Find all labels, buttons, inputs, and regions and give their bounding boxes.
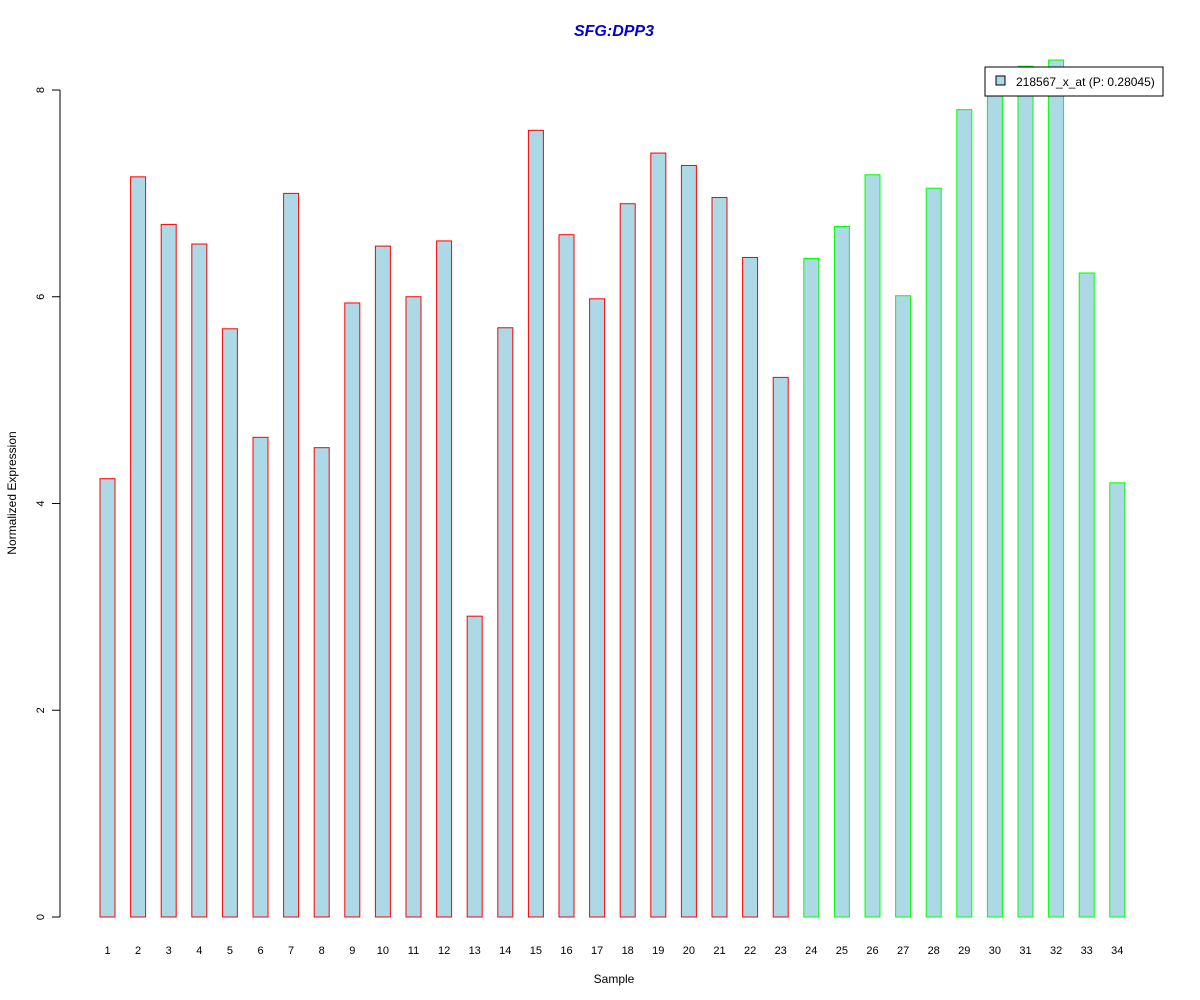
x-tick-label: 13	[469, 945, 481, 957]
bar-sample-22	[742, 256, 759, 918]
bar-sample-3	[160, 223, 177, 918]
x-tick-label: 9	[349, 945, 355, 957]
x-tick-label: 3	[166, 945, 172, 957]
bar-sample-28	[925, 187, 942, 918]
bar-sample-29	[956, 109, 973, 918]
legend-entry: 218567_x_at (P: 0.28045)	[1016, 75, 1155, 89]
x-tick-label: 2	[135, 945, 141, 957]
x-tick-label: 25	[836, 945, 848, 957]
legend-swatch	[995, 75, 1006, 86]
y-tick-label: 2	[35, 707, 47, 713]
x-tick-labels: 1 2 3 4 5 6 7 8 9 10 11 12 13 14 15 16 17 18 19 20 21 22 23 24 2…	[104, 945, 1123, 957]
x-tick-label: 22	[744, 945, 756, 957]
x-tick-label: 7	[288, 945, 294, 957]
bar-sample-9	[344, 302, 361, 918]
bar-sample-8	[313, 447, 330, 918]
y-tick-label: 4	[35, 500, 47, 506]
x-tick-label: 17	[591, 945, 603, 957]
bar-sample-10	[374, 245, 391, 918]
x-tick-label: 23	[775, 945, 787, 957]
bar-sample-27	[895, 295, 912, 918]
y-axis: 0 2 4 6 8	[35, 87, 61, 920]
x-tick-label: 10	[377, 945, 389, 957]
x-tick-label: 21	[713, 945, 725, 957]
x-tick-label: 31	[1019, 945, 1031, 957]
bar-sample-18	[619, 203, 636, 918]
bar-sample-34	[1109, 482, 1126, 918]
x-tick-label: 16	[560, 945, 572, 957]
x-tick-label: 30	[989, 945, 1001, 957]
x-tick-label: 19	[652, 945, 664, 957]
bar-sample-6	[252, 436, 269, 918]
x-tick-label: 12	[438, 945, 450, 957]
bar-sample-33	[1078, 272, 1095, 918]
legend: 218567_x_at (P: 0.28045)	[984, 66, 1164, 97]
x-tick-label: 8	[319, 945, 325, 957]
bar-sample-17	[589, 298, 606, 918]
x-tick-label: 15	[530, 945, 542, 957]
chart-title: SFG:DPP3	[574, 23, 654, 40]
bar-sample-30	[986, 86, 1003, 918]
bar-sample-23	[772, 376, 789, 918]
x-axis-label: Sample	[594, 972, 635, 986]
x-tick-label: 1	[104, 945, 110, 957]
bar-sample-5	[221, 328, 238, 918]
bar-sample-20	[680, 164, 697, 918]
bar-sample-4	[191, 243, 208, 918]
x-tick-label: 14	[499, 945, 511, 957]
bars	[99, 59, 1126, 918]
x-tick-label: 33	[1081, 945, 1093, 957]
bar-sample-14	[497, 327, 514, 918]
bar-sample-7	[283, 192, 300, 918]
bar-sample-24	[803, 258, 820, 918]
bar-sample-1	[99, 478, 116, 918]
y-tick-label: 6	[35, 294, 47, 300]
x-tick-label: 20	[683, 945, 695, 957]
x-tick-label: 24	[805, 945, 817, 957]
bar-sample-11	[405, 296, 422, 918]
x-tick-label: 26	[866, 945, 878, 957]
bar-sample-12	[436, 240, 453, 918]
x-tick-label: 32	[1050, 945, 1062, 957]
y-tick-label: 8	[35, 87, 47, 93]
y-tick-label: 0	[35, 914, 47, 920]
x-tick-label: 11	[408, 945, 419, 957]
x-tick-label: 34	[1111, 945, 1123, 957]
x-tick-label: 18	[622, 945, 634, 957]
x-tick-label: 5	[227, 945, 233, 957]
bar-sample-25	[833, 225, 850, 918]
bar-sample-32	[1048, 59, 1065, 918]
legend-box	[984, 66, 1164, 97]
bar-sample-15	[527, 129, 544, 918]
x-tick-label: 4	[196, 945, 202, 957]
bar-sample-21	[711, 197, 728, 918]
x-tick-label: 6	[257, 945, 263, 957]
bar-sample-31	[1017, 65, 1034, 918]
x-tick-label: 27	[897, 945, 909, 957]
bar-sample-16	[558, 234, 575, 918]
x-tick-label: 29	[958, 945, 970, 957]
bar-sample-26	[864, 174, 881, 918]
bar-sample-19	[650, 152, 667, 918]
bar-sample-2	[130, 176, 147, 918]
x-tick-label: 28	[928, 945, 940, 957]
y-axis-label: Normalized Expression	[5, 431, 19, 554]
bar-sample-13	[466, 615, 483, 918]
